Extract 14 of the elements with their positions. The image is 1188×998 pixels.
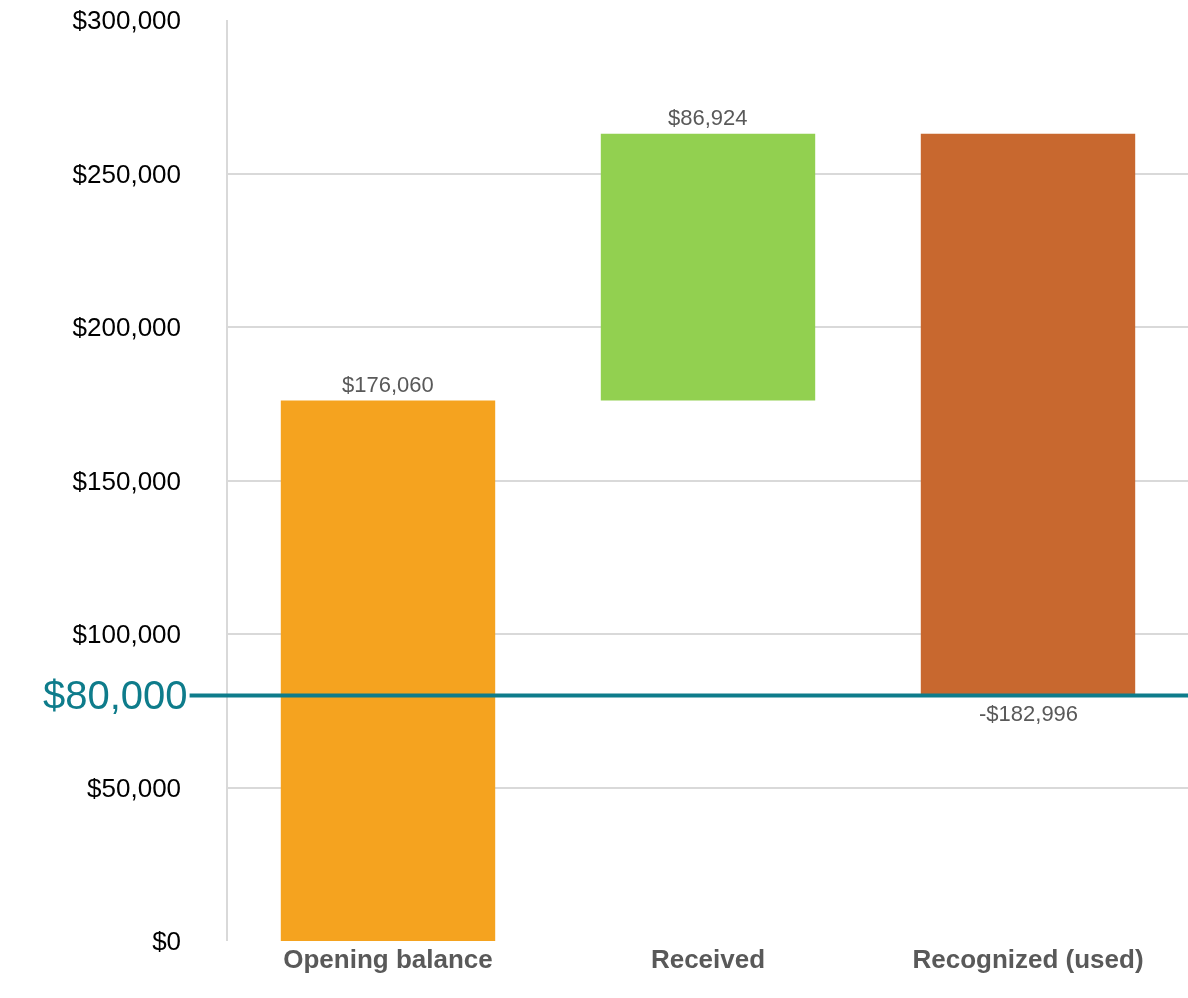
y-tick-label: $0 (152, 926, 182, 957)
y-tick-label: $150,000 (72, 465, 182, 496)
ref-line-label: $80,000 (43, 673, 188, 717)
y-tick-label: $250,000 (72, 158, 182, 189)
x-tick-label: Recognized (used) (912, 944, 1144, 974)
x-tick-label: Received (650, 944, 766, 974)
data-label: $176,060 (342, 372, 434, 397)
y-tick-label: $200,000 (72, 312, 182, 343)
x-tick-label: Opening balance (283, 944, 493, 974)
data-label: -$182,996 (979, 701, 1079, 726)
data-label: $86,924 (668, 105, 748, 130)
y-tick-label: $50,000 (87, 772, 182, 803)
y-tick-label: $300,000 (72, 5, 182, 36)
y-tick-label: $100,000 (72, 619, 182, 650)
